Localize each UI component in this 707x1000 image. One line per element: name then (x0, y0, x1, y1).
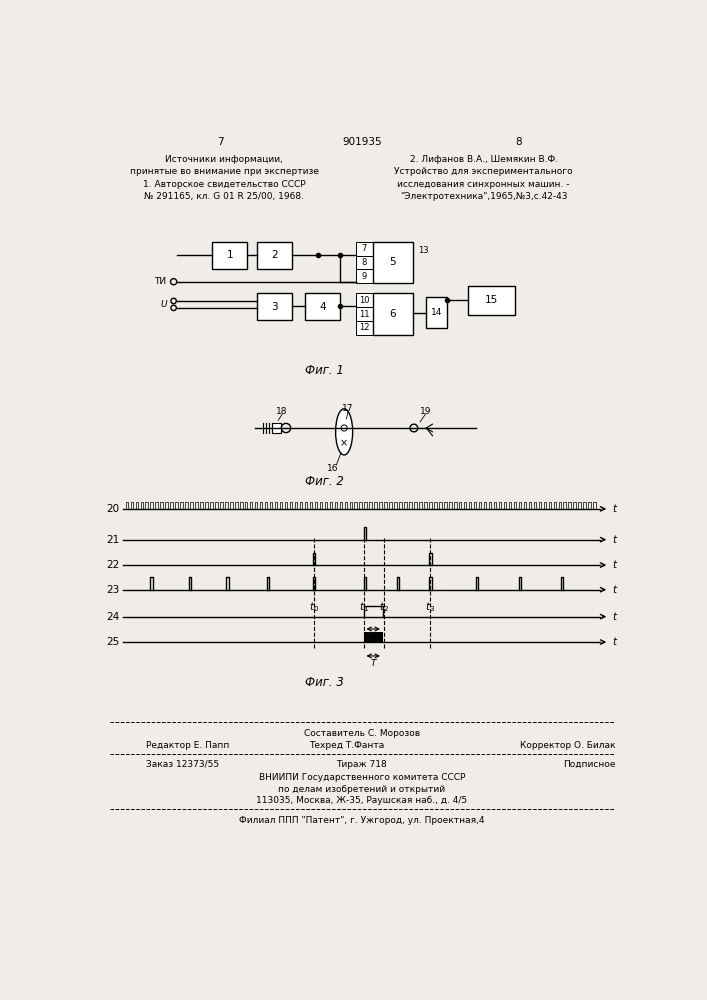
Text: $t_2$: $t_2$ (379, 600, 389, 614)
Text: 19: 19 (420, 407, 431, 416)
Text: Фиг. 3: Фиг. 3 (305, 676, 344, 689)
Text: t: t (612, 585, 617, 595)
Text: Филиал ППП "Патент", г. Ужгород, ул. Проектная,4: Филиал ППП "Патент", г. Ужгород, ул. Про… (239, 816, 485, 825)
Text: U: U (160, 300, 167, 309)
Text: t: t (612, 504, 617, 514)
Bar (257, 242, 292, 269)
Text: 12: 12 (359, 323, 370, 332)
Bar (356, 293, 373, 307)
Bar (356, 242, 373, 256)
Bar (356, 307, 373, 321)
Bar (373, 293, 413, 335)
Text: по делам изобретений и открытий: по делам изобретений и открытий (279, 785, 445, 794)
Text: 6: 6 (390, 309, 396, 319)
Text: Тираж 718: Тираж 718 (337, 760, 387, 769)
Text: 23: 23 (106, 585, 119, 595)
Text: T: T (370, 659, 376, 668)
Text: 113035, Москва, Ж-35, Раушская наб., д. 4/5: 113035, Москва, Ж-35, Раушская наб., д. … (257, 796, 467, 805)
Bar (356, 269, 373, 283)
Text: 14: 14 (431, 308, 442, 317)
Text: 18: 18 (276, 407, 288, 416)
Text: Фиг. 1: Фиг. 1 (305, 364, 344, 377)
Text: $t_1$: $t_1$ (359, 600, 369, 614)
Text: $t_3$: $t_3$ (425, 600, 436, 614)
Text: 4: 4 (320, 302, 326, 312)
Text: Корректор О. Билак: Корректор О. Билак (520, 741, 615, 750)
Text: 901935: 901935 (342, 137, 382, 147)
Text: 8: 8 (515, 137, 522, 147)
Bar (356, 256, 373, 269)
Bar (373, 242, 413, 283)
Text: 21: 21 (106, 535, 119, 545)
Text: ВНИИПИ Государственного комитета СССР: ВНИИПИ Государственного комитета СССР (259, 773, 465, 782)
Text: Фиг. 2: Фиг. 2 (305, 475, 344, 488)
Text: 7: 7 (217, 137, 223, 147)
Text: 11: 11 (359, 310, 370, 319)
Text: 8: 8 (361, 258, 367, 267)
Text: 25: 25 (106, 637, 119, 647)
Text: 15: 15 (485, 295, 498, 305)
Text: t: t (612, 560, 617, 570)
Bar (426, 297, 448, 328)
Text: 2: 2 (271, 250, 278, 260)
Text: Составитель С. Морозов: Составитель С. Морозов (304, 729, 420, 738)
Text: $t_0$: $t_0$ (309, 600, 319, 614)
Text: 9: 9 (362, 272, 367, 281)
Text: 5: 5 (390, 257, 396, 267)
Text: Источники информации,
принятые во внимание при экспертизе
1. Авторское свидетель: Источники информации, принятые во вниман… (129, 155, 318, 201)
Text: 17: 17 (342, 404, 354, 413)
Text: ТИ: ТИ (155, 277, 167, 286)
Text: t: t (612, 612, 617, 622)
Text: ×: × (340, 438, 348, 448)
Bar (305, 293, 340, 320)
Text: 16: 16 (327, 464, 338, 473)
Bar (356, 321, 373, 335)
Bar (257, 293, 292, 320)
Text: Подписное: Подписное (563, 760, 615, 769)
Text: 24: 24 (106, 612, 119, 622)
Text: Редактор Е. Папп: Редактор Е. Папп (146, 741, 230, 750)
Text: Заказ 12373/55: Заказ 12373/55 (146, 760, 220, 769)
Bar (212, 242, 247, 269)
Text: t: t (612, 637, 617, 647)
Text: Техред Т.Фанта: Техред Т.Фанта (309, 741, 385, 750)
Text: 13: 13 (418, 246, 428, 255)
Bar (272, 423, 281, 433)
Text: 1: 1 (226, 250, 233, 260)
Ellipse shape (336, 409, 353, 455)
Text: d: d (370, 632, 376, 641)
Text: 20: 20 (106, 504, 119, 514)
Bar (468, 286, 515, 315)
Text: 3: 3 (271, 302, 278, 312)
Text: t: t (612, 535, 617, 545)
Text: 7: 7 (361, 244, 367, 253)
Text: 2. Лифанов В.А., Шемякин В.Ф.
Устройство для экспериментального
исследования син: 2. Лифанов В.А., Шемякин В.Ф. Устройство… (395, 155, 573, 201)
Text: 10: 10 (359, 296, 370, 305)
Text: 22: 22 (106, 560, 119, 570)
